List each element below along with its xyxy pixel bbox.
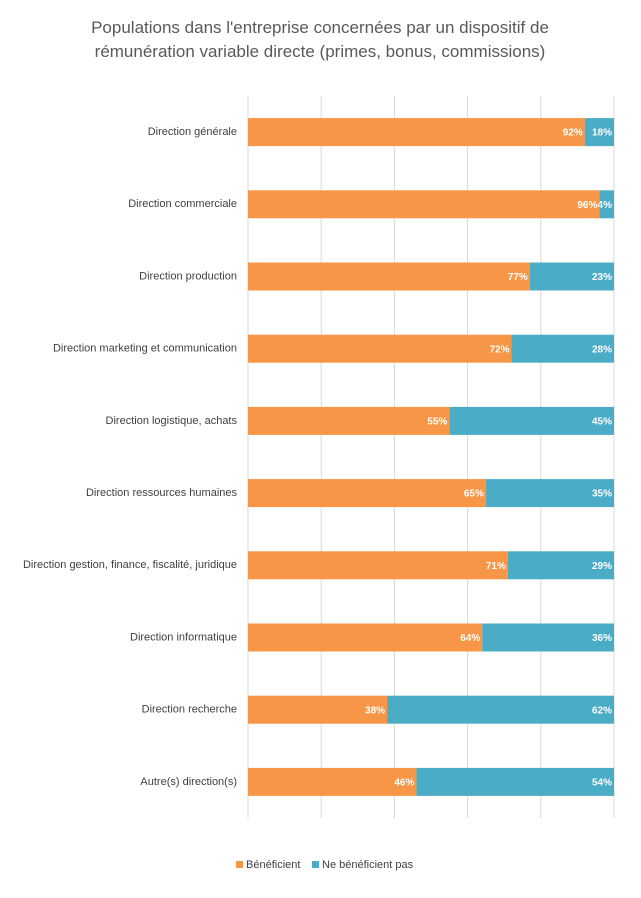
data-label: 62% bbox=[592, 705, 612, 716]
category-label: Direction commerciale bbox=[128, 198, 237, 210]
chart-title-line-2: rémunération variable directe (primes, b… bbox=[95, 42, 546, 61]
data-label: 4% bbox=[598, 200, 613, 211]
category-labels: Direction générale Direction commerciale D… bbox=[23, 126, 238, 788]
bar-segment-ne-beneficient-pas bbox=[485, 479, 614, 508]
data-label: 65% bbox=[464, 489, 484, 500]
bar-segment-beneficient bbox=[248, 406, 450, 435]
data-label: 29% bbox=[592, 561, 612, 572]
bar-segment-ne-beneficient-pas bbox=[529, 262, 614, 291]
category-label: Direction marketing et communication bbox=[53, 343, 237, 355]
bar-segment-beneficient bbox=[248, 479, 486, 508]
bar-segment-ne-beneficient-pas bbox=[449, 406, 614, 435]
data-label: 72% bbox=[490, 344, 510, 355]
bar-segment-beneficient bbox=[248, 334, 512, 363]
data-label: 54% bbox=[592, 778, 612, 789]
legend-label: Bénéficient bbox=[246, 859, 300, 871]
data-label: 96% bbox=[577, 200, 597, 211]
legend-swatch-beneficient bbox=[236, 861, 243, 868]
bar-segment-beneficient bbox=[248, 262, 530, 291]
chart-title-line-1: Populations dans l'entreprise concernées… bbox=[91, 18, 549, 37]
bar-segment-beneficient bbox=[248, 695, 388, 724]
data-label: 18% bbox=[592, 128, 612, 139]
bar-segment-beneficient bbox=[248, 190, 600, 219]
bar-segment-ne-beneficient-pas bbox=[387, 695, 614, 724]
bar-segment-ne-beneficient-pas bbox=[482, 623, 614, 652]
legend-label: Ne bénéficient pas bbox=[322, 859, 414, 871]
bar-segment-beneficient bbox=[248, 551, 508, 580]
bar-segment-beneficient bbox=[248, 623, 483, 652]
bar-segment-ne-beneficient-pas bbox=[511, 334, 614, 363]
bars: 92% 18% 96% 4% 77% 23% 72% 28% 55% 45% 65% 35% 71% 29… bbox=[248, 118, 614, 796]
category-label: Direction informatique bbox=[130, 631, 237, 643]
bar-segment-ne-beneficient-pas bbox=[416, 767, 614, 796]
category-label: Direction production bbox=[139, 270, 237, 282]
data-label: 55% bbox=[427, 417, 447, 428]
category-label: Direction gestion, finance, fiscalité, j… bbox=[23, 559, 237, 571]
category-label: Direction logistique, achats bbox=[106, 415, 238, 427]
data-label: 36% bbox=[592, 633, 612, 644]
data-label: 35% bbox=[592, 489, 612, 500]
data-label: 38% bbox=[365, 705, 385, 716]
legend-swatch-ne-beneficient-pas bbox=[312, 861, 319, 868]
bar-segment-ne-beneficient-pas bbox=[599, 190, 614, 219]
bar-segment-beneficient bbox=[248, 767, 417, 796]
data-label: 45% bbox=[592, 417, 612, 428]
legend: Bénéficient Ne bénéficient pas bbox=[236, 859, 414, 871]
category-label: Direction ressources humaines bbox=[86, 487, 238, 499]
data-label: 23% bbox=[592, 272, 612, 283]
data-label: 46% bbox=[394, 778, 414, 789]
data-label: 28% bbox=[592, 344, 612, 355]
data-label: 64% bbox=[460, 633, 480, 644]
category-label: Direction générale bbox=[148, 126, 237, 138]
data-label: 71% bbox=[486, 561, 506, 572]
data-label: 92% bbox=[563, 128, 583, 139]
bar-segment-ne-beneficient-pas bbox=[507, 551, 614, 580]
bar-segment-beneficient bbox=[248, 118, 585, 147]
data-label: 77% bbox=[508, 272, 528, 283]
category-label: Autre(s) direction(s) bbox=[140, 776, 237, 788]
bar-segment-ne-beneficient-pas bbox=[584, 118, 614, 147]
category-label: Direction recherche bbox=[142, 704, 237, 716]
